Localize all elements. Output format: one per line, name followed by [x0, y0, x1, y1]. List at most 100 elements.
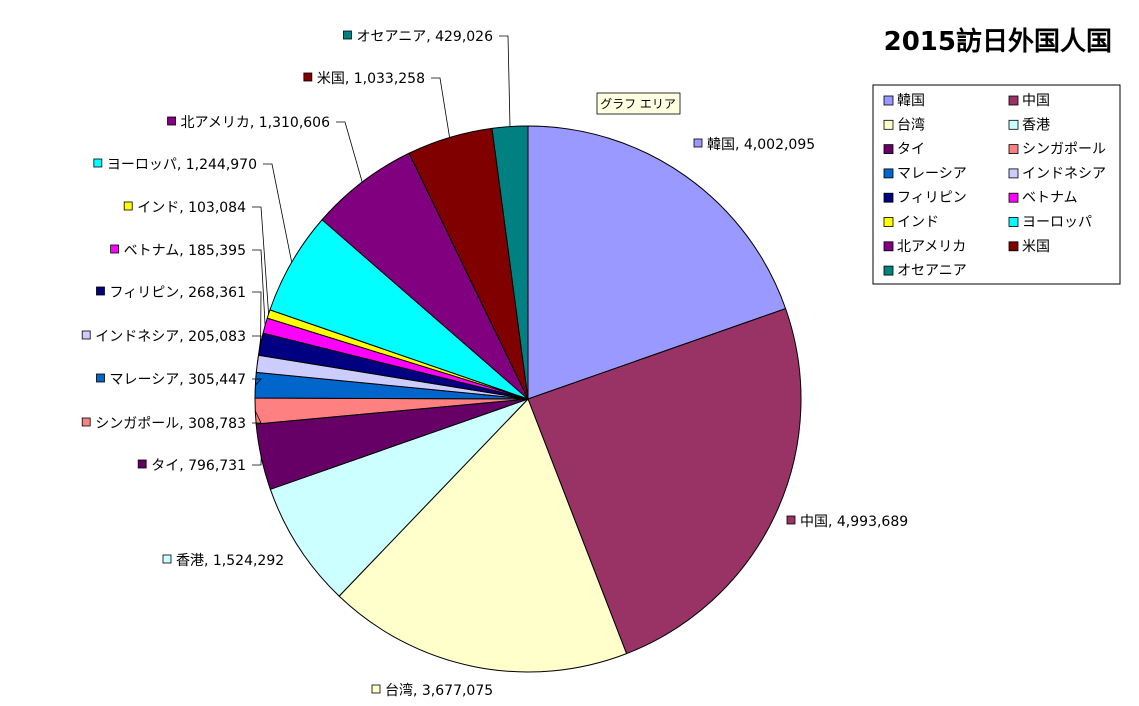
legend-label: 北アメリカ — [897, 239, 966, 255]
data-label-key — [167, 116, 176, 126]
data-label-key — [81, 330, 91, 340]
legend-label: 台湾 — [897, 116, 925, 133]
data-label: シンガポール, 308,783 — [81, 416, 246, 432]
data-label: ベトナム, 185,395 — [110, 243, 246, 259]
data-label-key — [693, 138, 703, 148]
data-label-text: 香港, 1,524,292 — [176, 553, 284, 569]
data-label: インドネシア, 205,083 — [81, 329, 246, 345]
legend-item: 北アメリカ — [883, 239, 966, 255]
data-label: 韓国, 4,002,095 — [693, 137, 815, 153]
legend-item: 韓国 — [883, 93, 925, 109]
data-label: ヨーロッパ, 1,244,970 — [93, 157, 257, 173]
legend-box — [872, 84, 1121, 285]
data-label-key — [81, 417, 91, 427]
data-labels: 韓国, 4,002,095 中国, 4,993,689 台湾, 3,677,075 香… — [81, 29, 908, 699]
legend-item: インドネシア — [1008, 166, 1106, 182]
legend-item: 米国 — [1008, 239, 1050, 255]
legend-label: 米国 — [1022, 239, 1050, 255]
data-label-key — [96, 373, 105, 383]
data-label-text: 中国, 4,993,689 — [800, 514, 908, 530]
legend-label: ヨーロッパ — [1022, 215, 1092, 231]
legend-swatch — [883, 265, 894, 276]
legend-swatch — [1008, 241, 1019, 252]
data-label-key — [162, 554, 172, 564]
legend-swatch — [883, 95, 894, 106]
leader-line — [263, 163, 293, 263]
data-label-text: ヨーロッパ, 1,244,970 — [107, 157, 257, 173]
legend-label: シンガポール — [1022, 142, 1106, 158]
data-label: フィリピン, 268,361 — [96, 285, 246, 301]
legend-swatch — [883, 192, 894, 203]
data-label-text: 台湾, 3,677,075 — [385, 682, 493, 699]
data-label: 中国, 4,993,689 — [786, 514, 908, 530]
data-label-key — [110, 244, 120, 254]
pie-slice — [269, 398, 529, 597]
pie-slice — [338, 398, 628, 673]
legend-label: 中国 — [1022, 93, 1050, 109]
pie-slice — [527, 307, 802, 655]
legend-item: 中国 — [1008, 93, 1050, 109]
legend-swatch — [1008, 144, 1019, 155]
data-label-text: インド, 103,084 — [137, 200, 246, 216]
data-label-text: 米国, 1,033,258 — [317, 71, 425, 87]
leader-line — [336, 121, 363, 183]
leader-lines — [252, 35, 511, 466]
legend-item: 台湾 — [883, 116, 925, 133]
data-label: 北アメリカ, 1,310,606 — [167, 115, 331, 131]
legend-item: インド — [883, 215, 939, 231]
legend-label: インドネシア — [1022, 166, 1106, 182]
data-label-key — [96, 286, 105, 296]
data-label-key — [93, 158, 103, 168]
leader-line — [499, 35, 511, 127]
legend-item: フィリピン — [883, 190, 967, 206]
tooltip-text: グラフ エリア — [600, 97, 676, 111]
data-label-key — [137, 459, 147, 469]
legend-label: ベトナム — [1022, 190, 1078, 206]
data-label-text: 北アメリカ, 1,310,606 — [181, 115, 331, 131]
legend-swatch — [1008, 119, 1019, 130]
data-label-text: シンガポール, 308,783 — [95, 416, 246, 432]
leader-line — [252, 378, 262, 386]
leader-line — [431, 77, 450, 138]
data-label: 米国, 1,033,258 — [303, 71, 425, 87]
legend-label: 韓国 — [897, 93, 925, 109]
data-label-text: インドネシア, 205,083 — [95, 329, 246, 345]
data-label-key — [786, 515, 796, 525]
legend-label: 香港 — [1022, 117, 1050, 133]
legend-label: タイ — [897, 142, 925, 158]
legend-label: フィリピン — [897, 190, 967, 206]
legend-label: オセアニア — [897, 263, 967, 279]
chart-title: 2015訪日外国人国 — [884, 26, 1112, 57]
legend-label: インド — [897, 215, 939, 231]
legend-label: マレーシア — [897, 166, 967, 182]
legend-item: オセアニア — [883, 263, 967, 279]
data-label: 香港, 1,524,292 — [162, 553, 284, 569]
data-label-text: フィリピン, 268,361 — [109, 285, 246, 301]
data-label: マレーシア, 305,447 — [96, 372, 246, 388]
leader-line — [252, 410, 262, 424]
legend-swatch — [1008, 168, 1019, 179]
data-label: タイ, 796,731 — [137, 458, 246, 474]
data-label: インド, 103,084 — [123, 200, 246, 216]
leader-line — [252, 457, 262, 466]
data-label-key — [123, 201, 133, 211]
leader-line — [252, 249, 266, 326]
data-label-key — [303, 72, 313, 82]
legend-item: ヨーロッパ — [1008, 215, 1092, 231]
data-label-text: 韓国, 4,002,095 — [707, 137, 815, 153]
legend-item: ベトナム — [1008, 190, 1078, 206]
legend-item: 香港 — [1008, 117, 1050, 133]
legend-swatch — [883, 168, 894, 179]
leader-line — [252, 206, 269, 315]
legend-swatch — [883, 144, 894, 155]
legend-swatch — [1008, 192, 1019, 203]
data-label: 台湾, 3,677,075 — [371, 682, 493, 699]
pie-slices — [254, 125, 802, 673]
data-label-text: ベトナム, 185,395 — [124, 243, 246, 259]
data-label-key — [343, 30, 352, 40]
leader-line — [252, 291, 262, 345]
legend-swatch — [883, 119, 894, 130]
legend-item: シンガポール — [1008, 142, 1106, 158]
legend-swatch — [883, 217, 894, 227]
